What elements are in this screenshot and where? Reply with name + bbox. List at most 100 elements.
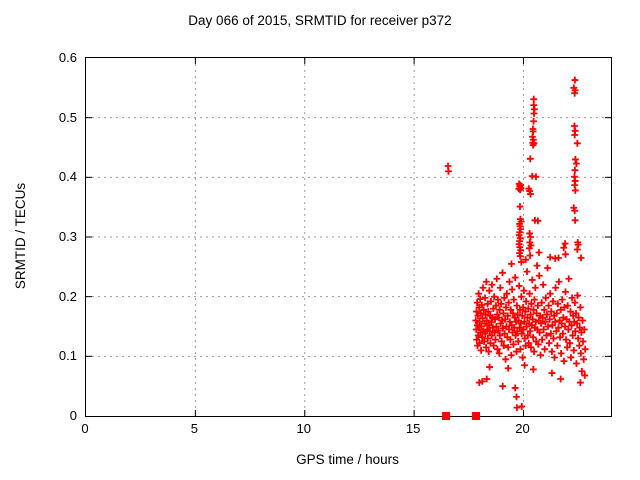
data-point-plus-marker (494, 327, 502, 335)
data-point-plus-marker (473, 299, 481, 307)
data-point-plus-marker (508, 260, 515, 268)
data-point-plus-marker (537, 320, 545, 327)
data-point-plus-marker (519, 354, 527, 361)
data-point-plus-marker (499, 269, 506, 277)
data-point-plus-marker (499, 309, 507, 317)
data-point-plus-marker (473, 308, 480, 315)
data-point-plus-marker (475, 290, 483, 298)
data-point-plus-marker (489, 324, 497, 332)
data-point-plus-marker (557, 349, 565, 357)
data-point-plus-marker (483, 317, 491, 324)
data-point-plus-marker (562, 288, 569, 296)
data-point-plus-marker (496, 284, 504, 292)
data-point-plus-marker (571, 187, 579, 194)
data-point-plus-marker (530, 117, 537, 125)
data-point-plus-marker (531, 296, 538, 304)
data-point-plus-marker (550, 335, 557, 342)
data-point-plus-marker (509, 309, 517, 317)
data-point-plus-marker (546, 315, 554, 323)
data-point-plus-marker (530, 306, 537, 314)
data-point-plus-marker (523, 268, 531, 276)
data-point-plus-marker (525, 339, 533, 347)
data-point-plus-marker (519, 304, 527, 311)
data-point-plus-marker (566, 339, 574, 347)
data-point-plus-marker (534, 341, 542, 348)
data-point-plus-marker (527, 300, 535, 308)
data-point-plus-marker (544, 323, 552, 330)
data-point-plus-marker (546, 290, 554, 298)
data-point-plus-marker (503, 290, 511, 298)
data-point-plus-marker (522, 256, 530, 264)
data-point-plus-marker (571, 156, 579, 163)
y-tick-label: 0.5 (58, 109, 77, 125)
data-point-plus-marker (569, 332, 577, 339)
data-point-plus-marker (507, 306, 515, 314)
data-point-plus-marker (568, 294, 576, 302)
x-tick-label: 15 (405, 421, 421, 436)
data-point-plus-marker (571, 89, 579, 97)
data-point-plus-marker (478, 377, 486, 385)
data-point-plus-marker (574, 335, 582, 342)
y-tick-label: 0.3 (58, 229, 77, 244)
data-point-plus-marker (571, 166, 579, 174)
data-point-plus-marker (476, 318, 484, 326)
x-tick-label: 20 (515, 421, 530, 436)
data-point-plus-marker (581, 372, 589, 379)
data-point-plus-marker (506, 336, 514, 344)
data-point-plus-marker (548, 321, 556, 329)
data-point-plus-marker (520, 287, 528, 295)
data-point-plus-marker (492, 323, 500, 330)
data-point-plus-marker (507, 351, 515, 359)
data-point-plus-marker (504, 364, 512, 372)
data-point-plus-marker (529, 366, 537, 373)
plot-area (85, 57, 612, 420)
data-point-plus-marker (543, 311, 551, 318)
y-tick-label: 0.2 (58, 288, 77, 304)
data-point-plus-marker (546, 253, 554, 261)
data-point-plus-marker (560, 357, 568, 365)
data-point-plus-marker (580, 355, 588, 363)
data-point-plus-marker (494, 296, 502, 304)
data-point-plus-marker (526, 327, 534, 335)
data-point-plus-marker (558, 296, 566, 304)
data-point-plus-marker (535, 249, 543, 256)
data-point-plus-marker (517, 293, 525, 301)
data-point-plus-marker (527, 190, 534, 198)
data-point-plus-marker (493, 275, 501, 283)
data-point-plus-marker (534, 302, 542, 310)
data-point-plus-marker (478, 301, 486, 309)
data-point-plus-marker (536, 329, 544, 336)
data-point-plus-marker (485, 348, 493, 355)
data-point-plus-marker (537, 351, 544, 359)
data-point-plus-marker (575, 342, 583, 349)
data-point-plus-marker (571, 216, 579, 224)
data-point-plus-marker (479, 314, 486, 322)
data-point-plus-marker (563, 343, 571, 351)
data-point-plus-marker (487, 318, 495, 326)
data-point-plus-marker (541, 318, 549, 326)
data-point-plus-marker (504, 343, 512, 351)
data-point-plus-marker (479, 284, 487, 292)
data-point-plus-marker (515, 282, 523, 290)
data-point-plus-marker (567, 354, 575, 361)
data-point-plus-marker (524, 332, 532, 339)
data-point-plus-marker (573, 360, 580, 367)
data-point-plus-marker (573, 246, 581, 253)
data-point-plus-marker (530, 348, 538, 355)
data-point-plus-marker (486, 363, 493, 371)
data-point-plus-marker (445, 167, 452, 175)
data-point-plus-marker (545, 339, 553, 347)
data-point-plus-marker (505, 299, 513, 307)
data-point-plus-marker (548, 369, 556, 377)
scatter-plot-svg (86, 58, 611, 420)
data-point-plus-marker (473, 336, 481, 344)
data-point-plus-marker (556, 333, 564, 341)
data-point-plus-marker (565, 275, 573, 283)
data-point-plus-marker (542, 294, 550, 302)
data-point-plus-marker (496, 332, 504, 339)
data-point-plus-marker (564, 326, 572, 333)
data-point-plus-marker (580, 326, 588, 333)
data-point-plus-marker (491, 315, 499, 323)
data-point-plus-marker (533, 309, 541, 317)
y-tick-label: 0.6 (58, 50, 77, 65)
